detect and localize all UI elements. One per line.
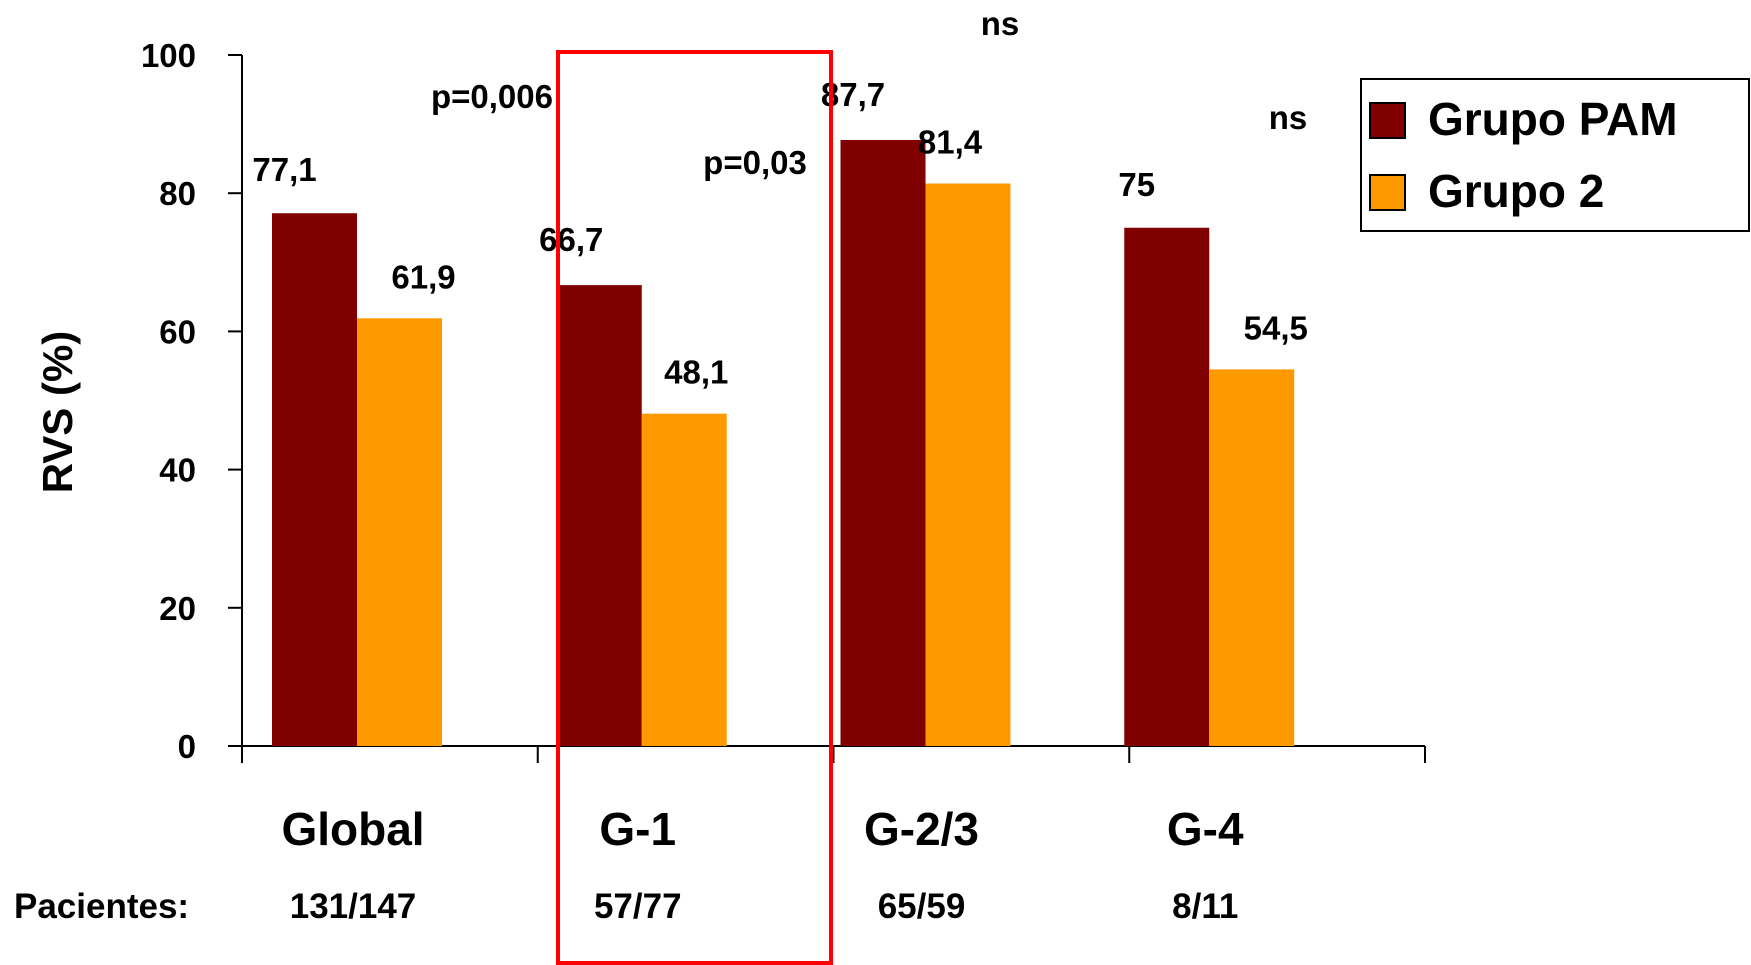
- bar-grupo-2-g-1: [641, 413, 727, 746]
- patient-count: 131/147: [290, 887, 417, 926]
- bar-grupo-2-global: [357, 318, 442, 746]
- significance-label: ns: [1269, 99, 1308, 136]
- x-axis: [241, 745, 1426, 763]
- value-label: 54,5: [1244, 309, 1308, 346]
- bar-grupo-pam-g-2-3: [840, 139, 926, 747]
- value-label: 61,9: [391, 258, 455, 295]
- value-label: 75: [1118, 166, 1155, 203]
- highlight-box-g1: [556, 50, 833, 965]
- category-labels-group: Global G-1 G-2/3 G-4: [281, 803, 1244, 855]
- legend-swatch: [1369, 102, 1406, 139]
- bar-grupo-pam-g-4: [1124, 227, 1210, 746]
- significance-label: p=0,006: [431, 78, 553, 115]
- bars-group: [272, 139, 1295, 747]
- legend-box: [1360, 78, 1750, 232]
- significance-label: ns: [981, 5, 1020, 42]
- y-tick-label: 0: [178, 728, 196, 765]
- category-label: Global: [281, 803, 424, 855]
- bar-grupo-pam-global: [272, 213, 357, 746]
- value-label: 81,4: [918, 124, 983, 161]
- patient-count: 57/77: [594, 887, 682, 926]
- legend: Grupo PAM Grupo 2: [1360, 78, 1750, 232]
- y-tick-label: 100: [141, 37, 196, 74]
- value-label: 66,7: [539, 221, 603, 258]
- patient-labels-group: 131/147 57/77 65/59 8/11: [290, 887, 1239, 926]
- y-axis-title: RVS (%): [34, 331, 81, 494]
- y-tick-label: 60: [159, 313, 196, 350]
- value-label: 48,1: [664, 354, 728, 391]
- bar-grupo-2-g-4: [1209, 369, 1295, 746]
- value-label: 77,1: [252, 151, 316, 188]
- legend-label: Grupo 2: [1428, 165, 1604, 217]
- category-label: G-2/3: [864, 803, 979, 855]
- category-label: G-4: [1167, 803, 1244, 855]
- y-tick-label: 80: [159, 175, 196, 212]
- significance-labels-group: p=0,006 p=0,03 ns ns: [431, 5, 1307, 181]
- bar-grupo-2-g-2-3: [925, 183, 1011, 746]
- category-label: G-1: [599, 803, 676, 855]
- y-tick-label: 20: [159, 590, 196, 627]
- patient-count: 8/11: [1172, 887, 1238, 926]
- bar-grupo-pam-g-1: [556, 285, 642, 746]
- y-tick-label: 40: [159, 452, 196, 489]
- patients-row-label: Pacientes:: [14, 887, 189, 926]
- patient-count: 65/59: [878, 887, 966, 926]
- y-axis: 0 20 40 60 80 100: [141, 37, 243, 765]
- significance-label: p=0,03: [703, 144, 807, 181]
- legend-swatch: [1369, 174, 1406, 211]
- legend-label: Grupo PAM: [1428, 93, 1678, 145]
